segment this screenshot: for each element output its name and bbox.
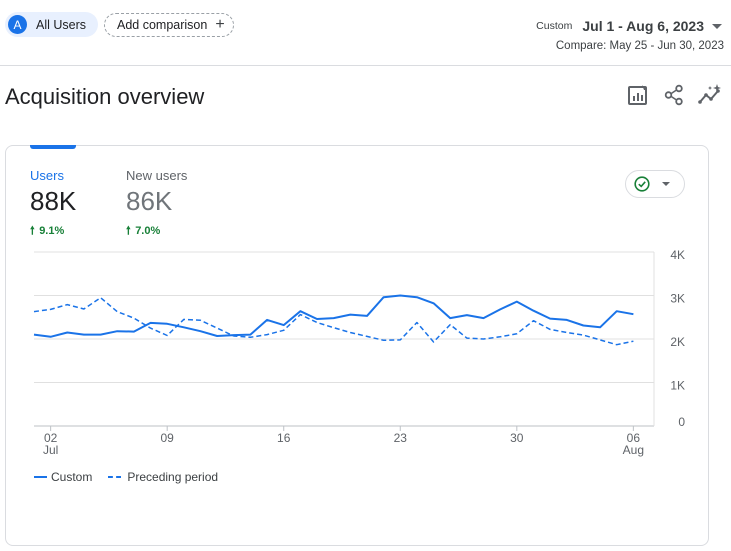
metric-label: Users <box>30 168 64 183</box>
x-tick-sublabel: Aug <box>623 443 644 457</box>
date-range-label: Jul 1 - Aug 6, 2023 <box>582 18 704 34</box>
metric-value: 88K <box>30 186 77 216</box>
header-divider <box>0 65 731 66</box>
date-custom-label: Custom <box>536 20 573 32</box>
metric-change: 🠕 7.0% <box>126 225 161 237</box>
legend-swatch-solid <box>34 476 47 478</box>
series-line-preceding <box>33 296 634 346</box>
segment-chip-all-users[interactable]: A All Users <box>5 12 99 37</box>
x-tick-label: 30 <box>510 431 524 445</box>
legend-item-custom: Custom <box>51 470 93 484</box>
y-tick-label: 0 <box>678 415 685 429</box>
y-tick-label: 4K <box>670 248 685 262</box>
add-comparison-button[interactable]: Add comparison + <box>104 13 234 37</box>
chart-legend: Custom Preceding period <box>34 470 218 484</box>
date-range-picker[interactable]: Custom Jul 1 - Aug 6, 2023 <box>536 18 722 34</box>
chevron-down-icon <box>662 182 670 186</box>
y-tick-label: 2K <box>670 335 685 349</box>
metric-tab-new-users[interactable]: New users 86K 🠕 7.0% <box>126 168 187 241</box>
x-tick-sublabel: Jul <box>43 443 58 457</box>
x-tick-label: 06 <box>627 431 641 445</box>
customize-report-icon[interactable] <box>626 83 650 107</box>
metric-change: 🠕 9.1% <box>30 225 65 237</box>
metric-label: New users <box>126 168 188 183</box>
plus-icon: + <box>215 16 225 33</box>
y-tick-label: 1K <box>670 379 685 393</box>
arrow-up-icon: 🠕 <box>126 225 131 237</box>
metric-tab-users[interactable]: Users 88K 🠕 9.1% <box>30 168 76 241</box>
check-circle-icon <box>634 176 650 192</box>
metric-value: 86K <box>126 186 173 216</box>
x-tick-label: 09 <box>161 431 175 445</box>
compare-range-label: Compare: May 25 - Jun 30, 2023 <box>555 40 724 52</box>
insights-icon[interactable] <box>698 83 722 107</box>
x-tick-label: 23 <box>394 431 408 445</box>
arrow-up-icon: 🠕 <box>30 225 35 237</box>
acquisition-card <box>5 145 709 546</box>
share-icon[interactable] <box>662 83 686 107</box>
x-tick-label: 02 <box>44 431 58 445</box>
page-title: Acquisition overview <box>5 84 205 109</box>
series-line-custom <box>33 294 634 338</box>
add-comparison-label: Add comparison <box>117 18 208 32</box>
segment-label: All Users <box>36 17 87 32</box>
chevron-down-icon <box>712 23 722 29</box>
x-tick-label: 16 <box>277 431 291 445</box>
y-tick-label: 3K <box>670 292 685 306</box>
legend-item-preceding: Preceding period <box>127 470 219 484</box>
legend-swatch-dashed <box>108 476 122 478</box>
active-tab-indicator <box>30 145 76 149</box>
data-status-dropdown[interactable] <box>625 170 685 198</box>
segment-avatar: A <box>8 15 27 34</box>
